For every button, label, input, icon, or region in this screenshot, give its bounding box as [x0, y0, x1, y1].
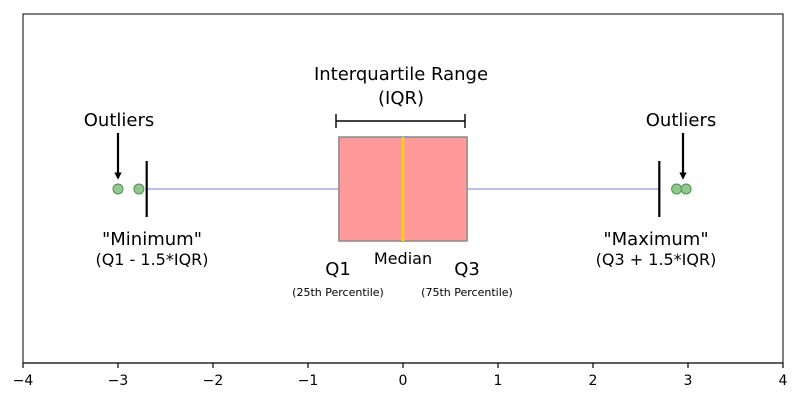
minimum-label: "Minimum"	[102, 229, 202, 250]
outlier-point	[133, 183, 145, 195]
outliers-label-right: Outliers	[646, 110, 717, 131]
x-axis-ticks: −4 −3 −2 −1 0 1 2 3 4	[13, 363, 788, 389]
iqr-bracket	[335, 114, 466, 128]
outliers-label-left: Outliers	[84, 110, 155, 131]
x-tick-label: −4	[13, 373, 34, 389]
q1-label: Q1	[325, 259, 351, 280]
outlier-point	[671, 183, 683, 195]
minimum-formula: (Q1 - 1.5*IQR)	[95, 250, 208, 269]
x-tick-label: −2	[203, 373, 224, 389]
x-tick-label: 2	[589, 373, 598, 389]
q3-label: Q3	[454, 259, 480, 280]
iqr-title-line1: Interquartile Range	[314, 64, 488, 85]
x-tick-label: 1	[494, 373, 503, 389]
q3-sublabel: (75th Percentile)	[421, 286, 513, 299]
x-tick-label: 4	[779, 373, 788, 389]
iqr-title-line2: (IQR)	[378, 88, 424, 109]
x-tick-label: 3	[684, 373, 693, 389]
median-label: Median	[374, 249, 432, 268]
q1-sublabel: (25th Percentile)	[292, 286, 384, 299]
x-tick-label: −1	[298, 373, 319, 389]
outlier-point	[112, 183, 124, 195]
x-tick-label: 0	[399, 373, 408, 389]
outlier-points	[112, 183, 692, 195]
maximum-formula: (Q3 + 1.5*IQR)	[596, 250, 717, 269]
x-tick-label: −3	[108, 373, 129, 389]
outlier-point	[680, 183, 692, 195]
maximum-label: "Maximum"	[603, 229, 708, 250]
